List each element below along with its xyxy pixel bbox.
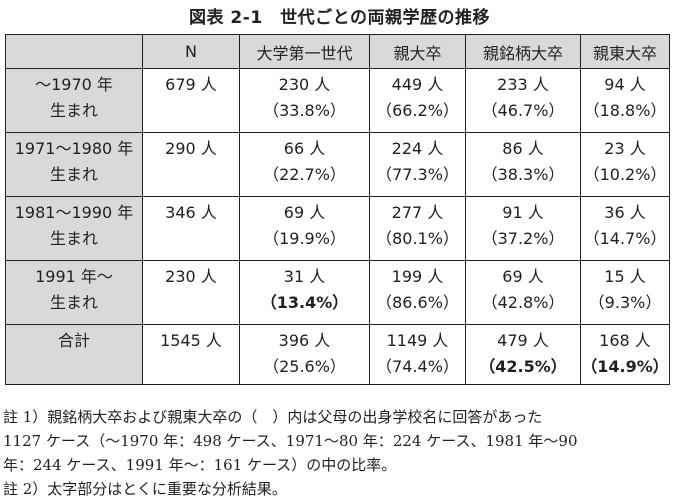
value-cell: 69 人 （42.8%） [465, 260, 581, 325]
note-line: 註 1）親銘柄大卒および親東大卒の（ ）内は父母の出身学校名に回答があった [3, 408, 543, 426]
count-value: 31 人 [283, 267, 326, 286]
n-cell: 346 人 [142, 196, 240, 261]
value-cell: 224 人 （77.3%） [369, 132, 466, 197]
row-label: 1971～1980 年生まれ [5, 132, 143, 197]
count-value: 91 人 [502, 203, 544, 222]
value-cell: 91 人 （37.2%） [465, 196, 581, 261]
percent-value: （46.7%） [481, 101, 565, 120]
value-cell: 94 人 （18.8%） [580, 68, 670, 133]
count-value: 449 人 [391, 75, 444, 94]
table-row: 1991 年～ 生まれ 230 人 31 人 （13.4%） 199 人 （86.6%） 69… [5, 260, 670, 325]
count-value: 36 人 [604, 203, 646, 222]
percent-value: （74.4%） [376, 357, 459, 376]
row-label-line: 1971～1980 年 [14, 139, 134, 158]
header-parent-elite-university: 親銘柄大卒 [465, 34, 581, 69]
percent-value: （10.2%） [583, 165, 667, 184]
count-value: 224 人 [391, 139, 444, 158]
percent-value: （37.2%） [481, 229, 565, 248]
value-cell: 230 人 （33.8%） [239, 68, 370, 133]
row-label-line: 生まれ [49, 165, 98, 184]
percent-value: （42.8%） [481, 293, 565, 312]
percent-value: （42.5%） [479, 357, 567, 376]
note-line: 註 2）太字部分はとくに重要な分析結果。 [3, 480, 287, 498]
n-cell: 1545 人 [142, 324, 240, 385]
row-label-line: 合計 [57, 331, 90, 350]
header-n: N [142, 34, 240, 69]
table-row: 1981～1990 年生まれ 346 人 69 人（19.9%） 277 人（80.1… [5, 196, 670, 261]
row-label-line: 生まれ [49, 229, 98, 248]
row-label: ～1970 年生まれ [5, 68, 143, 133]
count-value: 94 人 [604, 75, 646, 94]
count-value: 479 人 [497, 331, 549, 350]
value-cell: 1149 人 （74.4%） [369, 324, 466, 385]
header-corner [5, 34, 143, 69]
header-first-generation: 大学第一世代 [239, 34, 370, 69]
value-cell: 86 人 （38.3%） [465, 132, 581, 197]
value-cell: 199 人 （86.6%） [369, 260, 466, 325]
value-cell: 449 人 （66.2%） [369, 68, 466, 133]
percent-value: （66.2%） [376, 101, 459, 120]
table-row: ～1970 年生まれ 679 人 230 人（33.8%） 449 人（66.2%） 2… [5, 68, 670, 133]
percent-value: （22.7%） [263, 165, 346, 184]
value-cell: 479 人 （42.5%） [465, 324, 581, 385]
percent-value: （13.4%） [260, 293, 349, 312]
row-label: 1981～1990 年生まれ [5, 196, 143, 261]
value-cell: 396 人 （25.6%） [239, 324, 370, 385]
percent-value: （80.1%） [376, 229, 459, 248]
notes: 註 1）親銘柄大卒および親東大卒の（ ）内は父母の出身学校名に回答があった 11… [3, 405, 675, 501]
row-label: 合計 [5, 324, 143, 385]
value-cell: 233 人 （46.7%） [465, 68, 581, 133]
table-row: 合計 1545 人 396 人 （25.6%） 1149 人 （74.4%） 479 人 （4… [5, 324, 670, 385]
count-value: 230 人 [278, 75, 331, 94]
percent-value: （14.9%） [581, 357, 669, 376]
figure-title: 図表 2-1 世代ごとの両親学歴の推移 [189, 8, 490, 28]
count-value: 69 人 [283, 203, 326, 222]
n-cell: 290 人 [142, 132, 240, 197]
value-cell: 15 人 （9.3%） [580, 260, 670, 325]
percent-value: （86.6%） [376, 293, 459, 312]
table-row: 1971～1980 年生まれ 290 人 66 人（22.7%） 224 人（77.3… [5, 132, 670, 197]
percent-value: （14.7%） [583, 229, 667, 248]
percent-value: （38.3%） [481, 165, 565, 184]
header-parent-tokyo-university: 親東大卒 [580, 34, 670, 69]
value-cell: 168 人 （14.9%） [580, 324, 670, 385]
count-value: 1149 人 [386, 331, 449, 350]
percent-value: （19.9%） [263, 229, 346, 248]
percent-value: （18.8%） [583, 101, 667, 120]
value-cell: 66 人 （22.7%） [239, 132, 370, 197]
row-label: 1991 年～ 生まれ [5, 260, 143, 325]
percent-value: （25.6%） [263, 357, 346, 376]
count-value: 69 人 [502, 267, 544, 286]
header-parent-university: 親大卒 [369, 34, 466, 69]
value-cell: 277 人 （80.1%） [369, 196, 466, 261]
percent-value: （33.8%） [263, 101, 346, 120]
row-label-line: ～1970 年 [35, 75, 113, 94]
count-value: 86 人 [502, 139, 544, 158]
n-cell: 679 人 [142, 68, 240, 133]
row-label-line: 1991 年～ [35, 267, 113, 286]
count-value: 168 人 [599, 331, 651, 350]
count-value: 199 人 [391, 267, 444, 286]
percent-value: （77.3%） [376, 165, 459, 184]
row-label-line: 生まれ [49, 293, 98, 312]
header-row: N 大学第一世代 親大卒 親銘柄大卒 親東大卒 [5, 34, 670, 69]
value-cell: 69 人 （19.9%） [239, 196, 370, 261]
value-cell: 36 人 （14.7%） [580, 196, 670, 261]
count-value: 396 人 [278, 331, 331, 350]
row-label-line: 生まれ [49, 101, 98, 120]
note-line: 年：244 ケース、1991 年～：161 ケース）の中の比率。 [3, 456, 397, 474]
n-cell: 230 人 [142, 260, 240, 325]
count-value: 23 人 [604, 139, 646, 158]
count-value: 233 人 [497, 75, 549, 94]
note-line: 1127 ケース（～1970 年：498 ケース、1971～80 年：224 ケ… [3, 432, 578, 450]
value-cell: 31 人 （13.4%） [239, 260, 370, 325]
count-value: 15 人 [604, 267, 646, 286]
count-value: 66 人 [283, 139, 326, 158]
percent-value: （9.3%） [588, 293, 662, 312]
count-value: 277 人 [391, 203, 444, 222]
row-label-line: 1981～1990 年 [14, 203, 134, 222]
value-cell: 23 人 （10.2%） [580, 132, 670, 197]
